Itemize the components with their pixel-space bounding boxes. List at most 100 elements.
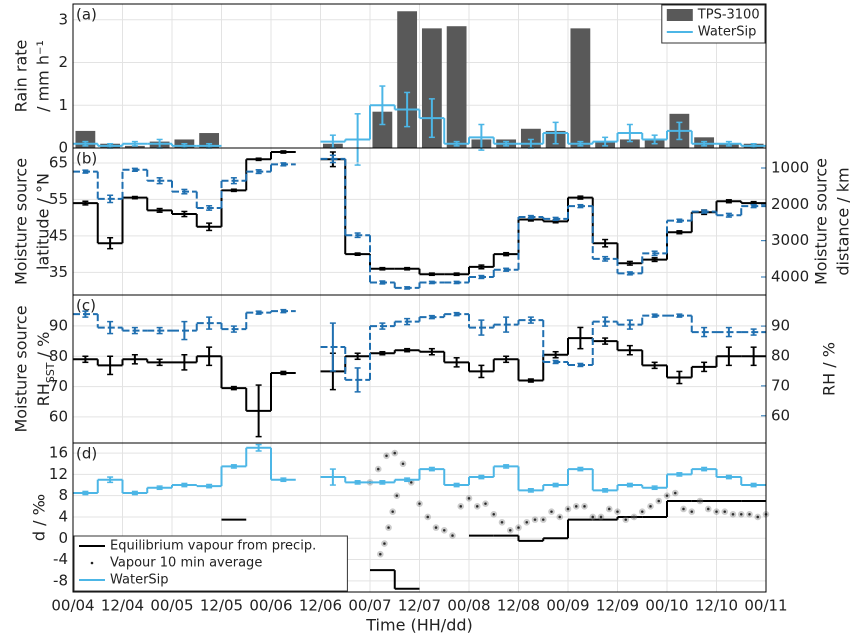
y-axis-label: / mm h⁻¹: [34, 40, 53, 112]
x-tick-label: 12/08: [497, 597, 540, 615]
y2-tick-label: 70: [771, 376, 790, 394]
vapour-point: [614, 508, 621, 515]
vapour-point: [449, 532, 456, 539]
vapour-point: [432, 524, 440, 531]
y-axis-label: RHSST / %: [34, 332, 57, 407]
y-axis-label: Moisture source: [812, 158, 831, 285]
vapour-point: [457, 503, 465, 510]
y-axis-label-part: SST: [44, 362, 57, 383]
vapour-point: [704, 505, 712, 513]
y-tick-label: 2: [58, 53, 68, 71]
y-tick-label: 90: [49, 316, 68, 334]
panel-label: (c): [76, 297, 96, 315]
y-tick-label: 45: [49, 226, 68, 244]
y-tick-label: 0: [58, 529, 68, 547]
bar: [446, 26, 467, 148]
y-tick-label: 60: [49, 407, 68, 425]
panel-label: (b): [76, 150, 97, 168]
y2-tick-label: 90: [771, 317, 790, 335]
x-tick-label: 12/07: [398, 597, 441, 615]
vapour-point: [737, 511, 745, 518]
bar: [199, 133, 220, 148]
bar: [124, 145, 145, 148]
y-tick-label: 35: [49, 263, 68, 281]
vapour-point: [389, 508, 396, 515]
vapour-point: [548, 508, 555, 515]
legend-label: Equilibrium vapour from precip.: [110, 539, 316, 554]
vapour-point: [597, 513, 605, 521]
x-axis-label: Time (HH/dd): [365, 616, 473, 634]
x-tick-label: 00/05: [150, 597, 193, 615]
bar: [570, 28, 591, 149]
panel-frame: [72, 442, 767, 593]
vapour-point: [539, 516, 547, 523]
vapour-point: [399, 460, 407, 468]
y2-tick-label: 60: [771, 406, 790, 424]
legend-label: Vapour 10 min average: [110, 556, 262, 571]
vapour-point: [440, 526, 448, 534]
x-tick-label: 00/10: [645, 597, 688, 615]
legend-label: WaterSip: [698, 25, 757, 40]
x-tick-label: 00/07: [348, 597, 391, 615]
y-axis-label-part: RH: [34, 383, 53, 406]
y2-tick-label: 80: [771, 346, 790, 364]
x-tick-label: 12/05: [200, 597, 243, 615]
vapour-point: [581, 503, 588, 510]
vapour-point: [671, 489, 679, 497]
x-tick-label: 00/08: [447, 597, 490, 615]
y-axis-label: latitude / °N: [34, 173, 53, 270]
y-axis-label: Rain rate: [12, 40, 31, 113]
vapour-point: [498, 518, 506, 526]
vapour-point: [393, 492, 401, 499]
vapour-point: [383, 452, 390, 460]
legend-label: WaterSip: [110, 573, 169, 588]
x-tick-label: 12/09: [596, 597, 639, 615]
vapour-point: [696, 497, 704, 505]
vapour-point: [729, 511, 737, 518]
vapour-point: [630, 513, 638, 521]
vapour-point: [374, 465, 382, 473]
x-tick-label: 12/04: [101, 597, 144, 615]
vapour-point: [465, 495, 473, 502]
y-tick-label: 12: [49, 465, 68, 483]
vapour-point: [622, 516, 630, 523]
vapour-point: [721, 508, 729, 515]
x-tick-label: 12/06: [299, 597, 342, 615]
y-tick-label: 0: [58, 139, 68, 157]
y2-tick-label: 3000: [771, 231, 809, 249]
bar: [619, 139, 640, 148]
vapour-point: [391, 449, 399, 457]
y-axis-label: RH / %: [820, 342, 839, 396]
vapour-point: [680, 505, 687, 513]
panel-label: (d): [76, 445, 97, 463]
vapour-point: [424, 513, 432, 521]
vapour-point: [506, 526, 514, 534]
vapour-point: [473, 503, 481, 510]
y-axis-label: Moisture source: [12, 158, 31, 285]
vapour-point: [531, 516, 539, 523]
vapour-point: [490, 511, 498, 518]
vapour-point: [572, 503, 580, 510]
vapour-point: [647, 503, 654, 510]
y2-tick-label: 1000: [771, 158, 809, 176]
vapour-point: [746, 511, 753, 518]
vapour-point: [605, 505, 613, 513]
vapour-point: [754, 513, 762, 521]
legend-swatch: [90, 561, 94, 565]
x-tick-label: 00/04: [51, 597, 94, 615]
vapour-point: [556, 513, 564, 521]
y-tick-label: 8: [58, 486, 68, 504]
y-tick-label: 55: [49, 190, 68, 208]
y-tick-label: 70: [49, 377, 68, 395]
y-axis-label: distance / km: [834, 167, 850, 275]
y-tick-label: -8: [53, 571, 68, 589]
y-tick-label: 4: [58, 507, 68, 525]
x-tick-label: 00/09: [546, 597, 589, 615]
vapour-point: [655, 497, 663, 505]
y2-tick-label: 2000: [771, 195, 809, 213]
bar: [372, 111, 393, 148]
vapour-point: [523, 518, 531, 526]
y-tick-label: 80: [49, 347, 68, 365]
vapour-point: [589, 513, 597, 521]
